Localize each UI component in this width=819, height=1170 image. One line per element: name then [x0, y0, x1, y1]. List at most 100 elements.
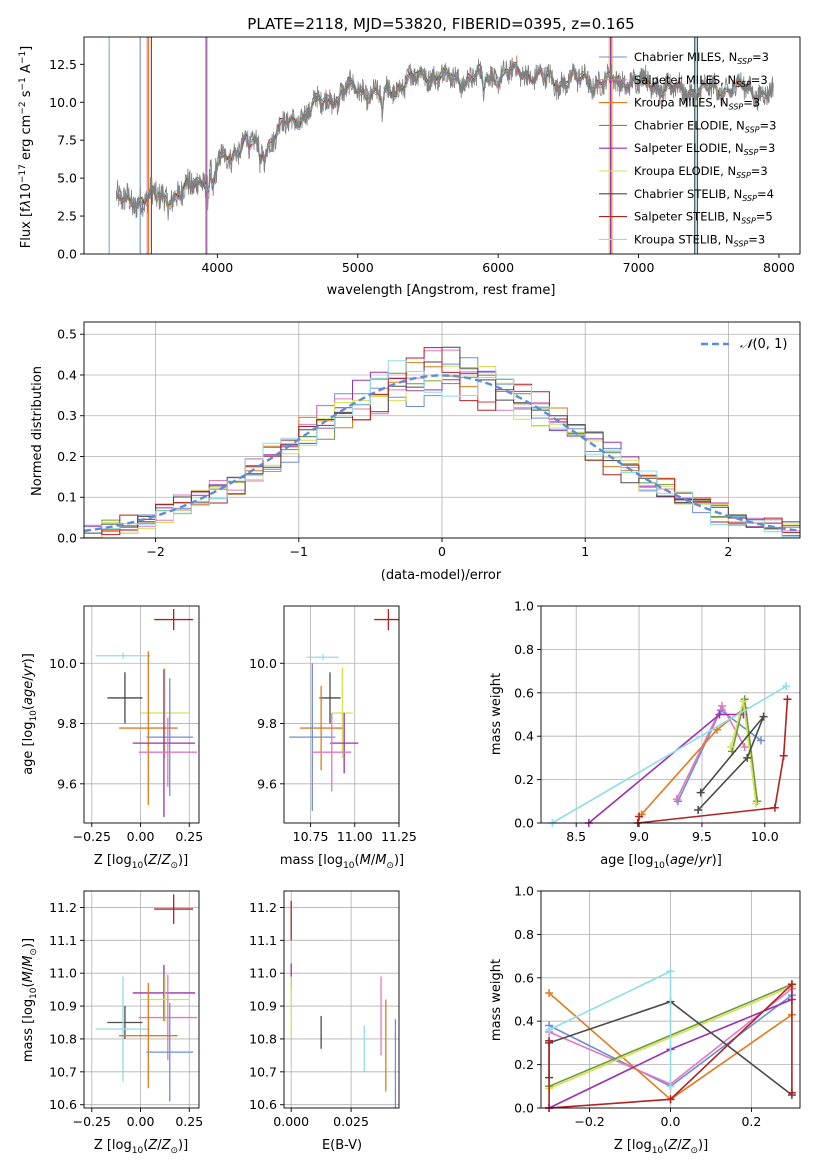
age_vs_Z-x-tick-label: −0.25: [73, 829, 111, 844]
mass_vs_Z-frame: [83, 890, 200, 1109]
mass_vs_ebv-y-tick-label: 10.7: [249, 1064, 277, 1079]
mass-weight-marker: [770, 803, 779, 812]
mass_vs_Z-y-tick-label: 10.6: [49, 1097, 77, 1112]
weight-z-y-label: mass weight: [489, 959, 504, 1041]
residual-histogram: [84, 347, 800, 536]
mass-weight-marker: [666, 1095, 675, 1104]
mass_vs_Z-x-tick-label: 0.00: [127, 1114, 155, 1129]
mass-weight-marker: [783, 695, 792, 704]
age_vs_Z-y-tick-label: 10.0: [49, 656, 77, 671]
weight-age-x-label: age [log10(age/yr)]: [600, 853, 722, 871]
mass_vs_Z-y-tick-label: 11.2: [49, 900, 77, 915]
weight_vs_age-y-tick-label: 1.0: [514, 599, 534, 614]
weight_vs_age-y-tick-label: 0.8: [514, 642, 534, 657]
mass_vs_ebv-y-tick-label: 11.1: [249, 933, 277, 948]
age_vs_Z-x-tick-label: 0.25: [175, 829, 203, 844]
weight_vs_age-x-tick-label: 8.5: [566, 829, 586, 844]
residuals-legend-label: 𝒩(0, 1): [740, 337, 787, 352]
residuals-x-tick-label: −1: [290, 544, 308, 559]
spectrum-legend-label: Chabrier STELIB, NSSP=4: [634, 187, 774, 203]
mass-weight-marker: [545, 1025, 554, 1034]
mass_vs_ebv-frame: [283, 890, 400, 1109]
residuals-x-tick-label: 0: [438, 544, 446, 559]
spectrum-x-tick-label: 6000: [482, 260, 514, 275]
residuals-y-tick-label: 0.5: [57, 327, 77, 342]
weight_vs_age-y-tick-label: 0.6: [514, 685, 534, 700]
spectrum-y-tick-label: 0.0: [57, 247, 77, 262]
spectrum-legend-label: Salpeter ELODIE, NSSP=3: [634, 141, 775, 157]
mass_vs_Z-x-tick-label: 0.25: [175, 1114, 203, 1129]
spectrum-x-label: wavelength [Angstrom, rest frame]: [327, 283, 556, 298]
data-layer: [83, 37, 801, 1112]
spectrum-y-tick-label: 10.0: [49, 95, 77, 110]
weight_vs_age-x-tick-label: 9.5: [692, 829, 712, 844]
spectrum-legend-label: Kroupa STELIB, NSSP=3: [634, 232, 765, 248]
age_vs_mass-x-tick-label: 10.75: [293, 829, 329, 844]
mass-weight-marker: [696, 788, 705, 797]
age_vs_Z-y-tick-label: 9.6: [57, 776, 77, 791]
spectrum-y-tick-label: 2.5: [57, 209, 77, 224]
spectrum-legend-label: Kroupa ELODIE, NSSP=3: [634, 164, 768, 180]
weight_vs_Z-x-tick-label: −0.2: [574, 1114, 604, 1129]
weight_vs_Z-y-tick-label: 0.8: [514, 927, 534, 942]
weight_vs_Z-y-tick-label: 0.0: [514, 1101, 534, 1116]
age_vs_Z-x-tick-label: 0.00: [127, 829, 155, 844]
mass-weight-marker: [545, 1036, 554, 1045]
mass-weight-marker: [739, 697, 748, 706]
mass_vs_Z-y-tick-label: 10.8: [49, 1031, 77, 1046]
mass_vs_ebv-y-tick-label: 10.6: [249, 1097, 277, 1112]
residual-histogram: [84, 360, 800, 538]
residuals-x-tick-label: −2: [146, 544, 164, 559]
weight_vs_age-x-tick-label: 9.0: [629, 829, 649, 844]
residuals-y-tick-label: 0.3: [57, 408, 77, 423]
spectrum-y-label: Flux [fλ10−17 erg cm−2 s−1 A−1]: [18, 46, 34, 248]
residuals-y-tick-label: 0.4: [57, 367, 77, 382]
mass-weight-marker: [666, 1082, 675, 1091]
mass_vs_ebv-y-tick-label: 11.2: [249, 900, 277, 915]
mass-weight-marker: [545, 988, 554, 997]
mass_vs_ebv-y-tick-label: 11.0: [249, 966, 277, 981]
mass-weight-marker: [757, 736, 766, 745]
mass-weight-marker: [694, 805, 703, 814]
mass-weight-marker: [759, 712, 768, 721]
mass_vs_ebv-x-tick-label: 0.025: [333, 1114, 369, 1129]
weight_vs_Z-x-tick-label: 0.0: [661, 1114, 681, 1129]
weight_vs_age-frame: [540, 605, 801, 824]
spectrum-legend-label: Salpeter MILES, NSSP=3: [634, 73, 768, 89]
spectrum-legend-label: Salpeter STELIB, NSSP=5: [634, 210, 773, 226]
mass-ebv-x-label: E(B-V): [322, 1138, 362, 1153]
age-z-x-label: Z [log10(Z/Z⊙)]: [94, 853, 188, 871]
mass_vs_ebv-y-tick-label: 10.8: [249, 1031, 277, 1046]
residuals-y-tick-label: 0.0: [57, 531, 77, 546]
weight_vs_age-y-tick-label: 0.4: [514, 729, 534, 744]
spectrum-y-tick-label: 7.5: [57, 133, 77, 148]
residuals-y-tick-label: 0.1: [57, 490, 77, 505]
spectrum-y-tick-label: 5.0: [57, 171, 77, 186]
weight_vs_Z-y-tick-label: 0.4: [514, 1014, 534, 1029]
mass-weight-marker: [672, 795, 681, 804]
mass_vs_Z-x-tick-label: −0.25: [73, 1114, 111, 1129]
mass_vs_Z-y-tick-label: 10.9: [49, 999, 77, 1014]
weight-age-y-label: mass weight: [489, 673, 504, 755]
spectrum-legend-label: Chabrier ELODIE, NSSP=3: [634, 118, 776, 134]
weight_vs_Z-x-tick-label: 0.2: [741, 1114, 761, 1129]
spectrum-x-tick-label: 8000: [763, 260, 795, 275]
age_vs_mass-y-tick-label: 10.0: [249, 656, 277, 671]
mass-weight-marker: [787, 1088, 796, 1097]
spectrum-legend: Chabrier MILES, NSSP=3 Salpeter MILES, NS…: [599, 50, 776, 346]
spectrum-title: PLATE=2118, MJD=53820, FIBERID=0395, z=0…: [247, 15, 634, 33]
mass-weight-marker: [726, 743, 735, 752]
mass_vs_Z-y-tick-label: 11.1: [49, 933, 77, 948]
mass-weight-marker: [635, 812, 644, 821]
mass-weight-line: [551, 685, 787, 824]
mass-weight-marker: [740, 743, 749, 752]
mass-weight-marker: [743, 753, 752, 762]
age_vs_mass-x-tick-label: 11.00: [337, 829, 373, 844]
weight_vs_Z-y-tick-label: 0.6: [514, 970, 534, 985]
mass_vs_ebv-y-tick-label: 10.9: [249, 999, 277, 1014]
age_vs_mass-y-tick-label: 9.6: [257, 776, 277, 791]
mass_vs_ebv-x-tick-label: 0.000: [273, 1114, 309, 1129]
age_vs_Z-y-tick-label: 9.8: [57, 716, 77, 731]
